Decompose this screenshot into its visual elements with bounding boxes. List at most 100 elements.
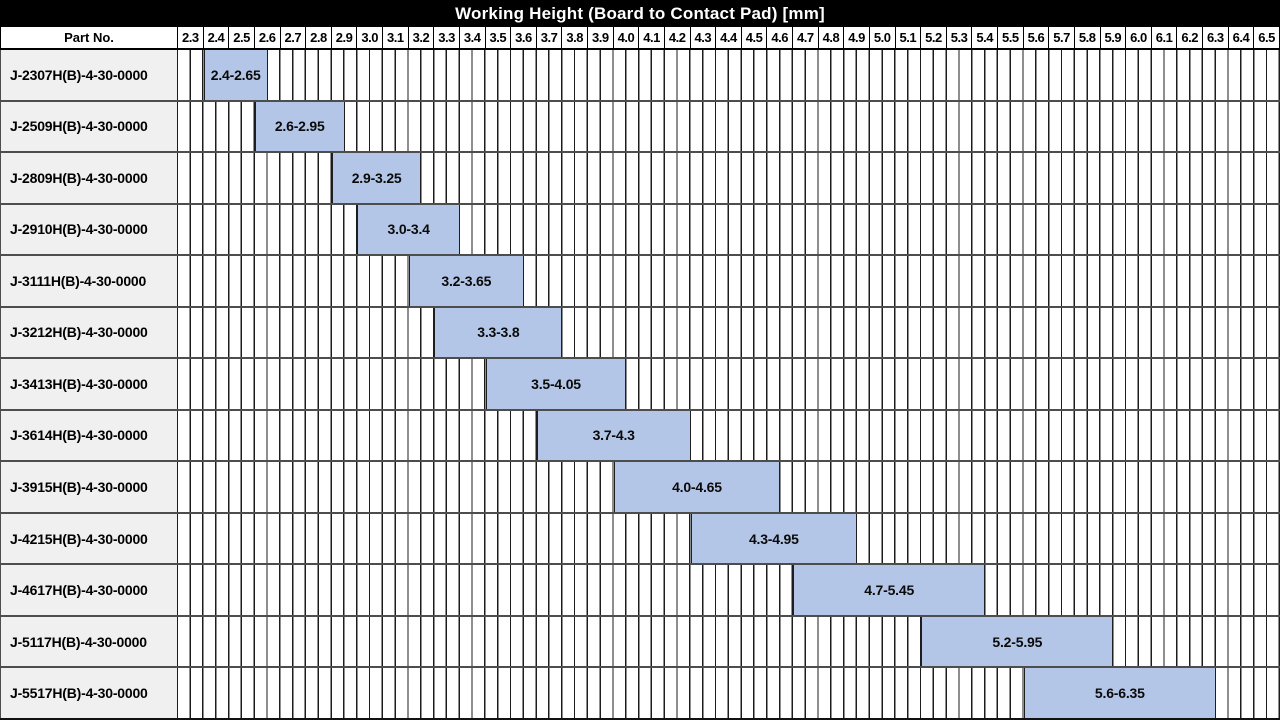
bar-label: 3.5-4.05 [531,375,581,392]
part-no-cell: J-5117H(B)-4-30-0000 [0,616,178,667]
axis-tick-5.9: 5.9 [1101,27,1127,48]
axis-tick-3.4: 3.4 [460,27,486,48]
axis-tick-2.3: 2.3 [178,27,204,48]
axis-tick-4.5: 4.5 [742,27,768,48]
bar-label: 3.7-4.3 [592,427,635,444]
table-row: J-2809H(B)-4-30-0000 2.9-3.25 [0,153,1280,205]
range-bar: 3.7-4.3 [536,410,691,461]
header-row: Part No. 2.3 2.4 2.5 2.6 2.7 2.8 2.9 3.0 3.1 3.2 3… [0,27,1280,50]
range-bar: 4.3-4.95 [690,513,858,564]
axis-tick-2.8: 2.8 [306,27,332,48]
range-bar: 2.6-2.95 [254,101,345,152]
bar-label: 3.0-3.4 [387,221,430,238]
axis-tick-3.9: 3.9 [588,27,614,48]
part-no-column-header: Part No. [0,27,178,48]
axis-tick-5.3: 5.3 [947,27,973,48]
part-no-cell: J-3212H(B)-4-30-0000 [0,307,178,358]
range-bar: 3.0-3.4 [357,204,460,255]
part-no-cell: J-3915H(B)-4-30-0000 [0,462,178,512]
axis-tick-5.7: 5.7 [1049,27,1075,48]
axis-tick-3.2: 3.2 [409,27,435,48]
range-bar: 2.4-2.65 [203,50,268,100]
axis-tick-6.1: 6.1 [1152,27,1178,48]
chart-area: 4.7-5.45 [178,565,1280,615]
table-row: J-5517H(B)-4-30-0000 5.6-6.35 [0,668,1280,720]
chart-area: 3.5-4.05 [178,359,1280,409]
axis-tick-4.3: 4.3 [691,27,717,48]
part-no-cell: J-5517H(B)-4-30-0000 [0,668,178,718]
part-no-cell: J-2809H(B)-4-30-0000 [0,153,178,203]
part-no-cell: J-3111H(B)-4-30-0000 [0,256,178,306]
rows-container: J-2307H(B)-4-30-0000 2.4-2.65 J-2509H(B)-4… [0,50,1280,720]
bar-label: 5.6-6.35 [1094,685,1145,702]
axis-tick-4.2: 4.2 [665,27,691,48]
chart-area: 5.2-5.95 [178,616,1280,667]
bar-label: 5.2-5.95 [992,633,1043,650]
table-row: J-3915H(B)-4-30-0000 4.0-4.65 [0,462,1280,514]
part-no-cell: J-4617H(B)-4-30-0000 [0,565,178,615]
part-no-cell: J-4215H(B)-4-30-0000 [0,513,178,564]
axis-tick-3.5: 3.5 [486,27,512,48]
axis-tick-6.4: 6.4 [1229,27,1255,48]
axis-tick-4.4: 4.4 [716,27,742,48]
axis-tick-5.5: 5.5 [998,27,1024,48]
table-row: J-3413H(B)-4-30-0000 3.5-4.05 [0,359,1280,411]
table-row: J-2509H(B)-4-30-0000 2.6-2.95 [0,101,1280,154]
bar-label: 3.3-3.8 [477,324,520,341]
axis-tick-3.6: 3.6 [511,27,537,48]
chart-area: 3.0-3.4 [178,204,1280,255]
chart-area: 3.2-3.65 [178,256,1280,306]
bar-label: 4.7-5.45 [864,582,915,599]
axis-tick-4.9: 4.9 [844,27,870,48]
chart-area: 3.3-3.8 [178,307,1280,358]
table-row: J-2307H(B)-4-30-0000 2.4-2.65 [0,50,1280,102]
range-bar: 3.3-3.8 [434,307,563,358]
range-bar: 5.2-5.95 [921,616,1114,667]
axis-tick-2.7: 2.7 [281,27,307,48]
chart-area: 5.6-6.35 [178,668,1280,718]
axis-tick-5.0: 5.0 [870,27,896,48]
axis-tick-6.3: 6.3 [1203,27,1229,48]
table-row: J-3614H(B)-4-30-0000 3.7-4.3 [0,410,1280,463]
chart-area: 2.6-2.95 [178,101,1280,152]
part-no-cell: J-2509H(B)-4-30-0000 [0,101,178,152]
chart-area: 3.7-4.3 [178,410,1280,461]
axis-tick-2.4: 2.4 [204,27,230,48]
axis-tick-3.1: 3.1 [383,27,409,48]
range-bar: 4.7-5.45 [793,565,986,615]
part-no-cell: J-3614H(B)-4-30-0000 [0,410,178,461]
chart-area: 2.9-3.25 [178,153,1280,203]
range-bar: 2.9-3.25 [331,153,422,203]
chart-area: 4.0-4.65 [178,462,1280,512]
table-row: J-3111H(B)-4-30-0000 3.2-3.65 [0,256,1280,308]
axis-tick-6.2: 6.2 [1177,27,1203,48]
table-row: J-4215H(B)-4-30-0000 4.3-4.95 [0,513,1280,566]
axis-tick-3.8: 3.8 [562,27,588,48]
axis-tick-5.6: 5.6 [1024,27,1050,48]
title-bar: Working Height (Board to Contact Pad) [m… [0,0,1280,27]
axis-tick-5.8: 5.8 [1075,27,1101,48]
bar-label: 2.4-2.65 [210,66,261,83]
bar-label: 4.0-4.65 [672,479,722,496]
axis-tick-3.0: 3.0 [357,27,383,48]
axis-tick-4.0: 4.0 [614,27,640,48]
axis-tick-4.8: 4.8 [819,27,845,48]
axis-tick-2.9: 2.9 [332,27,358,48]
part-no-cell: J-3413H(B)-4-30-0000 [0,359,178,409]
bar-label: 2.9-3.25 [351,169,402,186]
axis-tick-4.6: 4.6 [767,27,793,48]
chart-area: 4.3-4.95 [178,513,1280,564]
axis-tick-strip: 2.3 2.4 2.5 2.6 2.7 2.8 2.9 3.0 3.1 3.2 3.3 3.4 3.5 3… [178,27,1280,48]
part-no-header-label: Part No. [64,30,114,45]
axis-tick-4.7: 4.7 [793,27,819,48]
bar-label: 2.6-2.95 [274,118,325,135]
table-row: J-4617H(B)-4-30-0000 4.7-5.45 [0,565,1280,617]
bar-label: 4.3-4.95 [748,530,799,547]
axis-tick-4.1: 4.1 [639,27,665,48]
axis-tick-5.4: 5.4 [972,27,998,48]
range-bar: 4.0-4.65 [613,462,781,512]
range-bar: 3.5-4.05 [485,359,627,409]
bar-label: 3.2-3.65 [441,272,492,289]
axis-tick-5.1: 5.1 [896,27,922,48]
